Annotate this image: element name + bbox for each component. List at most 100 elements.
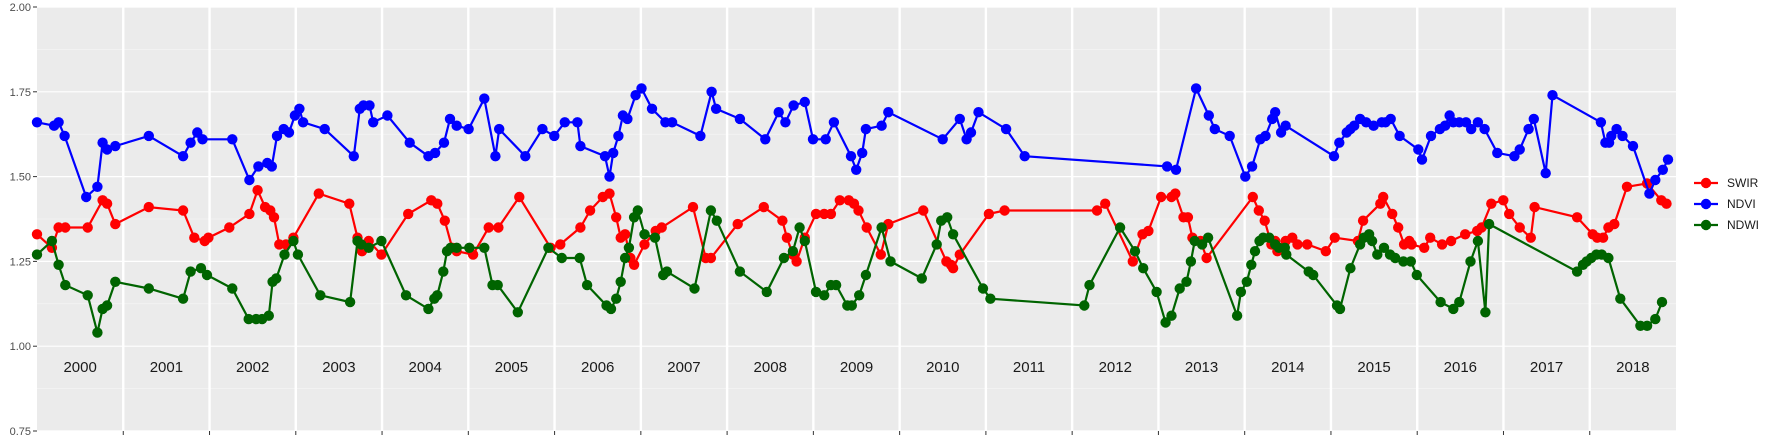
data-point-swir — [1597, 232, 1609, 243]
data-point-swir — [203, 232, 214, 243]
data-point-swir — [60, 222, 71, 233]
data-point-swir — [619, 229, 631, 240]
y-tick-label: 0.75 — [10, 426, 31, 438]
data-point-ndwi — [263, 310, 274, 321]
data-point-ndwi — [705, 205, 717, 216]
series-layer — [31, 83, 1674, 338]
data-point-swir — [791, 256, 802, 267]
data-point-ndwi — [794, 222, 805, 233]
data-point-ndvi — [1334, 137, 1345, 148]
data-point-ndvi — [253, 161, 264, 172]
data-point-swir — [853, 205, 864, 216]
data-point-ndwi — [1185, 256, 1197, 267]
data-point-ndvi — [549, 130, 560, 142]
data-point-ndwi — [1114, 222, 1126, 233]
data-point-ndvi — [53, 117, 64, 128]
data-point-ndwi — [661, 266, 673, 277]
data-point-ndvi — [608, 147, 619, 159]
data-point-ndwi — [619, 252, 631, 264]
data-point-swir — [514, 191, 525, 203]
legend-item-ndvi: NDVI — [1694, 197, 1756, 211]
data-point-ndwi — [854, 290, 865, 301]
data-point-ndwi — [1454, 296, 1465, 308]
data-point-swir — [1201, 252, 1212, 264]
data-point-swir — [1460, 229, 1471, 240]
data-point-swir — [1406, 239, 1417, 250]
y-tick-label: 1.00 — [10, 341, 31, 353]
data-point-ndwi — [543, 242, 554, 253]
data-point-swir — [403, 208, 414, 220]
data-point-ndvi — [479, 93, 490, 104]
data-point-swir — [1247, 191, 1259, 203]
data-point-ndwi — [689, 283, 700, 294]
data-point-ndvi — [1439, 120, 1451, 131]
data-point-ndwi — [344, 296, 356, 308]
data-point-swir — [1445, 235, 1457, 247]
data-point-ndvi — [1394, 130, 1405, 142]
data-point-ndvi — [1595, 117, 1607, 128]
data-point-ndwi — [1084, 279, 1095, 291]
data-point-ndwi — [581, 279, 593, 291]
legend-item-ndwi: NDWI — [1694, 218, 1759, 232]
data-point-ndvi — [185, 137, 196, 148]
data-point-ndvi — [613, 130, 624, 142]
year-label: 2003 — [322, 359, 355, 376]
data-point-ndvi — [1657, 164, 1669, 175]
data-point-ndwi — [1656, 296, 1668, 308]
data-point-ndwi — [31, 249, 43, 260]
data-point-ndwi — [810, 286, 822, 298]
data-point-swir — [604, 188, 615, 199]
data-point-ndvi — [599, 151, 611, 162]
data-point-ndvi — [1472, 117, 1484, 128]
data-point-swir — [1302, 239, 1313, 250]
data-point-swir — [1320, 246, 1332, 257]
data-point-ndvi — [1385, 113, 1396, 125]
data-point-ndvi — [1224, 130, 1235, 142]
data-point-ndvi — [630, 90, 641, 101]
data-point-ndwi — [363, 242, 374, 253]
data-point-ndwi — [376, 235, 387, 247]
data-point-ndwi — [1641, 320, 1653, 331]
data-point-swir — [656, 222, 667, 233]
year-label: 2009 — [840, 359, 873, 376]
data-point-ndvi — [438, 137, 450, 148]
data-point-ndvi — [1161, 161, 1173, 172]
data-point-ndwi — [1241, 276, 1253, 287]
data-point-ndwi — [1615, 293, 1626, 304]
data-point-ndwi — [1166, 310, 1177, 321]
data-point-swir — [189, 232, 200, 243]
data-point-ndwi — [451, 242, 462, 253]
data-point-ndwi — [876, 222, 887, 233]
y-tick-label: 1.25 — [10, 256, 31, 268]
data-point-swir — [376, 249, 387, 260]
data-point-ndvi — [876, 120, 887, 131]
data-point-ndvi — [1280, 120, 1291, 131]
legend: SWIR NDVI NDWI — [1694, 176, 1759, 232]
data-point-ndvi — [1644, 188, 1655, 199]
legend-key-point — [1700, 219, 1712, 231]
data-point-ndvi — [572, 117, 583, 128]
data-point-ndvi — [244, 174, 255, 186]
data-point-ndwi — [1372, 249, 1383, 260]
data-point-ndvi — [559, 117, 570, 128]
data-point-ndvi — [520, 151, 531, 162]
year-labels: 2000 2001 2002 2003 2004 2005 2006 2007 2008 2009… — [63, 359, 1649, 376]
data-point-ndwi — [778, 252, 790, 264]
data-point-ndwi — [82, 290, 93, 301]
data-point-ndwi — [1235, 286, 1247, 298]
data-point-ndvi — [1540, 168, 1551, 179]
data-point-ndvi — [1617, 130, 1628, 142]
data-point-ndwi — [53, 259, 64, 270]
data-point-ndwi — [1571, 266, 1583, 277]
data-point-ndvi — [937, 134, 948, 145]
data-point-ndvi — [1240, 171, 1251, 182]
data-point-ndwi — [92, 327, 103, 338]
year-label: 2018 — [1616, 359, 1649, 376]
data-point-ndvi — [444, 113, 456, 125]
data-point-ndvi — [1514, 144, 1525, 155]
data-point-ndwi — [400, 290, 412, 301]
data-point-ndwi — [1249, 246, 1261, 257]
data-point-ndwi — [623, 242, 635, 253]
data-point-ndwi — [611, 293, 622, 304]
